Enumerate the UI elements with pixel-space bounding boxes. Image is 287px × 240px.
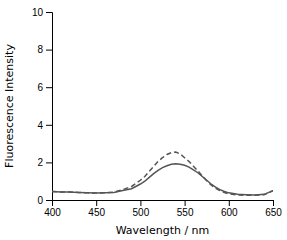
x-tick-mark xyxy=(273,200,274,206)
x-tick-label: 450 xyxy=(88,207,105,218)
y-axis-title: Fluorescence Intensity xyxy=(3,44,16,168)
y-tick-mark xyxy=(46,12,52,13)
x-tick: 450 xyxy=(88,200,105,218)
x-tick: 550 xyxy=(177,200,194,218)
x-tick: 500 xyxy=(133,200,150,218)
x-tick-label: 500 xyxy=(133,207,150,218)
y-tick-label: 0 xyxy=(37,195,43,206)
chart: 400 450 500 550 600 650 0 2 4 6 8 10 Wavelength / nm… xyxy=(0,0,287,240)
series-line xyxy=(52,164,273,195)
x-tick-label: 550 xyxy=(177,207,194,218)
y-tick-mark xyxy=(46,50,52,51)
x-tick: 400 xyxy=(44,200,61,218)
x-tick-mark xyxy=(96,200,97,206)
y-tick-mark xyxy=(46,200,52,201)
y-tick-label: 6 xyxy=(37,82,43,93)
y-tick: 10 xyxy=(32,7,52,18)
y-tick-mark xyxy=(46,162,52,163)
y-tick: 0 xyxy=(37,195,52,206)
y-tick-mark xyxy=(46,125,52,126)
x-tick-label: 600 xyxy=(221,207,238,218)
x-axis-line xyxy=(53,201,274,207)
x-axis-title: Wavelength / nm xyxy=(116,224,210,237)
y-tick-label: 10 xyxy=(32,7,44,18)
x-tick-label: 650 xyxy=(265,207,282,218)
y-tick-label: 4 xyxy=(37,120,43,131)
y-tick: 2 xyxy=(37,157,52,168)
x-tick-label: 400 xyxy=(44,207,61,218)
lines xyxy=(52,152,273,195)
y-tick: 4 xyxy=(37,120,52,131)
y-tick: 6 xyxy=(37,82,52,93)
x-tick-mark xyxy=(140,200,141,206)
plot-area: 400 450 500 550 600 650 0 2 4 6 8 10 xyxy=(32,7,282,218)
x-axis: 400 450 500 550 600 650 xyxy=(44,200,282,218)
y-tick-mark xyxy=(46,87,52,88)
y-axis: 0 2 4 6 8 10 xyxy=(32,7,53,206)
y-tick: 8 xyxy=(37,44,52,55)
y-tick-label: 8 xyxy=(37,44,43,55)
x-tick-mark xyxy=(185,200,186,206)
x-tick: 650 xyxy=(265,200,282,218)
y-tick-label: 2 xyxy=(37,157,43,168)
y-axis-line xyxy=(46,13,53,201)
series-line xyxy=(52,152,273,195)
x-tick: 600 xyxy=(221,200,238,218)
x-tick-mark xyxy=(229,200,230,206)
